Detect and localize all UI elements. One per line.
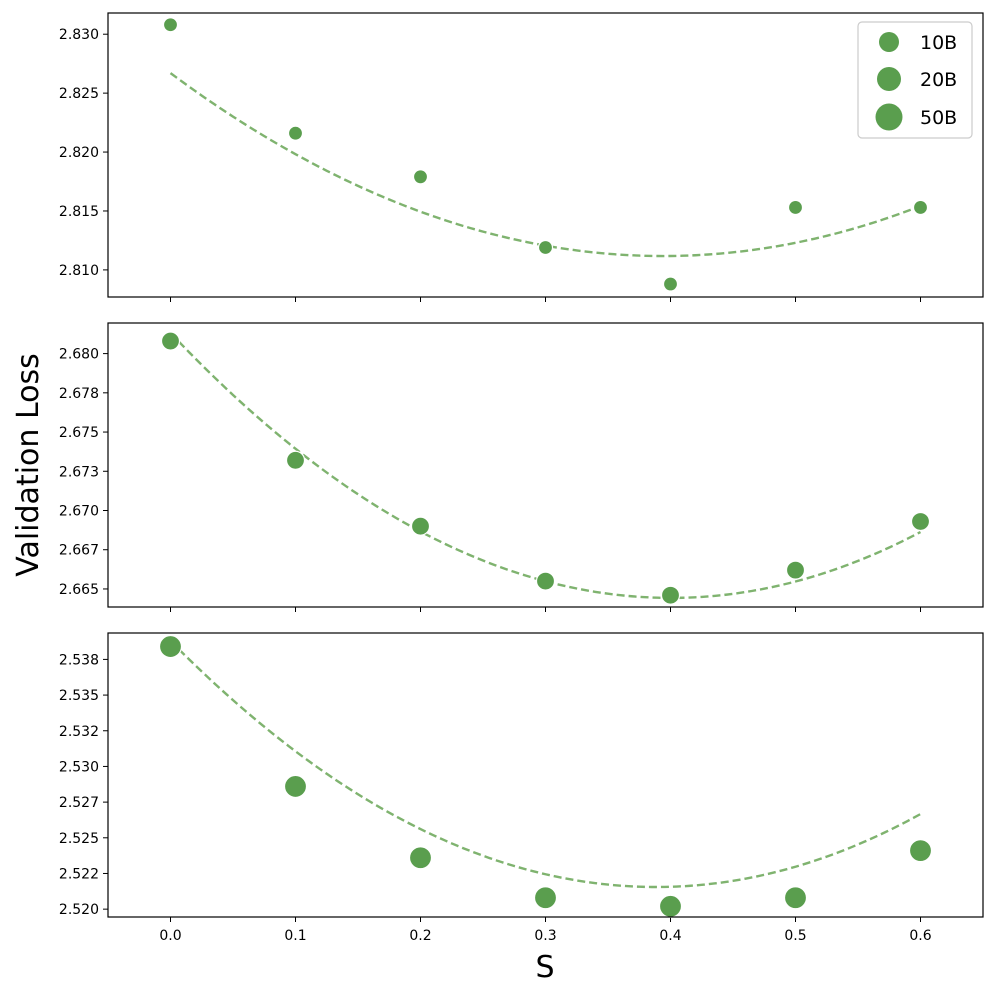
- x-tick-label: 0.5: [784, 928, 806, 944]
- y-tick-label: 2.675: [59, 425, 99, 441]
- y-tick-label: 2.810: [59, 263, 99, 279]
- data-point: [658, 894, 683, 918]
- y-tick-label: 2.525: [59, 831, 99, 847]
- fit-curve: [169, 72, 921, 258]
- x-tick-label: 0.4: [659, 928, 681, 944]
- data-point: [160, 331, 181, 351]
- x-tick-label: 0.0: [159, 928, 181, 944]
- x-tick-label: 0.1: [284, 928, 306, 944]
- data-point: [158, 634, 183, 659]
- data-point: [660, 585, 681, 605]
- legend: 10B 20B 50B: [857, 21, 973, 139]
- data-point: [783, 886, 808, 910]
- fit-curve: [169, 640, 922, 889]
- y-tick-label: 2.532: [59, 724, 99, 740]
- y-tick-label: 2.538: [59, 652, 99, 668]
- data-point: [283, 774, 308, 799]
- y-tick-label: 2.535: [59, 688, 99, 704]
- panel-10b: 2.810 2.815 2.820 2.825 2.830: [59, 12, 984, 302]
- y-tick-label: 2.670: [59, 504, 99, 520]
- data-point: [785, 560, 806, 580]
- y-tick-label: 2.830: [59, 27, 99, 43]
- y-tick-label: 2.673: [59, 464, 99, 480]
- data-point: [910, 511, 931, 532]
- y-tick-label: 2.530: [59, 759, 99, 775]
- y-tick-label: 2.815: [59, 204, 99, 220]
- panel-50b: 2.520 2.522 2.525 2.527 2.530 2.532 2.535 2.538…: [59, 632, 984, 944]
- panel-20b: 2.665 2.667 2.670 2.673 2.675 2.678 2.680: [59, 322, 984, 612]
- data-point: [162, 17, 179, 33]
- data-point: [912, 199, 929, 216]
- data-point: [535, 571, 556, 591]
- data-point: [533, 886, 558, 910]
- x-tick-label: 0.2: [409, 928, 431, 944]
- x-tick-label: 0.3: [534, 928, 556, 944]
- x-axis-label: S: [535, 950, 554, 985]
- data-point: [285, 450, 306, 470]
- y-axis-label: Validation Loss: [11, 353, 46, 576]
- legend-label-20b: 20B: [920, 69, 957, 91]
- data-point: [287, 125, 304, 141]
- fit-curve: [169, 332, 922, 600]
- data-point: [662, 276, 679, 292]
- x-tick-label: 0.6: [909, 928, 931, 944]
- y-tick-label: 2.680: [59, 347, 99, 363]
- legend-label-50b: 50B: [920, 107, 957, 129]
- data-point: [410, 516, 431, 536]
- y-tick-label: 2.527: [59, 795, 99, 811]
- legend-marker-20b: [877, 67, 901, 91]
- legend-marker-10b: [879, 32, 899, 52]
- axes-frame: [107, 12, 984, 298]
- axes-frame: [107, 632, 984, 918]
- y-tick-label: 2.825: [59, 86, 99, 102]
- legend-marker-50b: [875, 103, 903, 131]
- y-tick-label: 2.520: [59, 902, 99, 918]
- axes-frame: [107, 322, 984, 608]
- data-point: [408, 846, 433, 870]
- data-point: [537, 239, 554, 256]
- y-tick-label: 2.820: [59, 145, 99, 161]
- data-point: [787, 199, 804, 216]
- y-tick-label: 2.522: [59, 866, 99, 882]
- panels: 2.810 2.815 2.820 2.825 2.830 2.665 2.667 2.670…: [59, 12, 984, 944]
- data-point: [908, 839, 933, 863]
- y-tick-label: 2.665: [59, 582, 99, 598]
- data-point: [412, 169, 429, 185]
- y-tick-label: 2.678: [59, 386, 99, 402]
- legend-label-10b: 10B: [920, 32, 957, 54]
- y-tick-label: 2.667: [59, 543, 99, 559]
